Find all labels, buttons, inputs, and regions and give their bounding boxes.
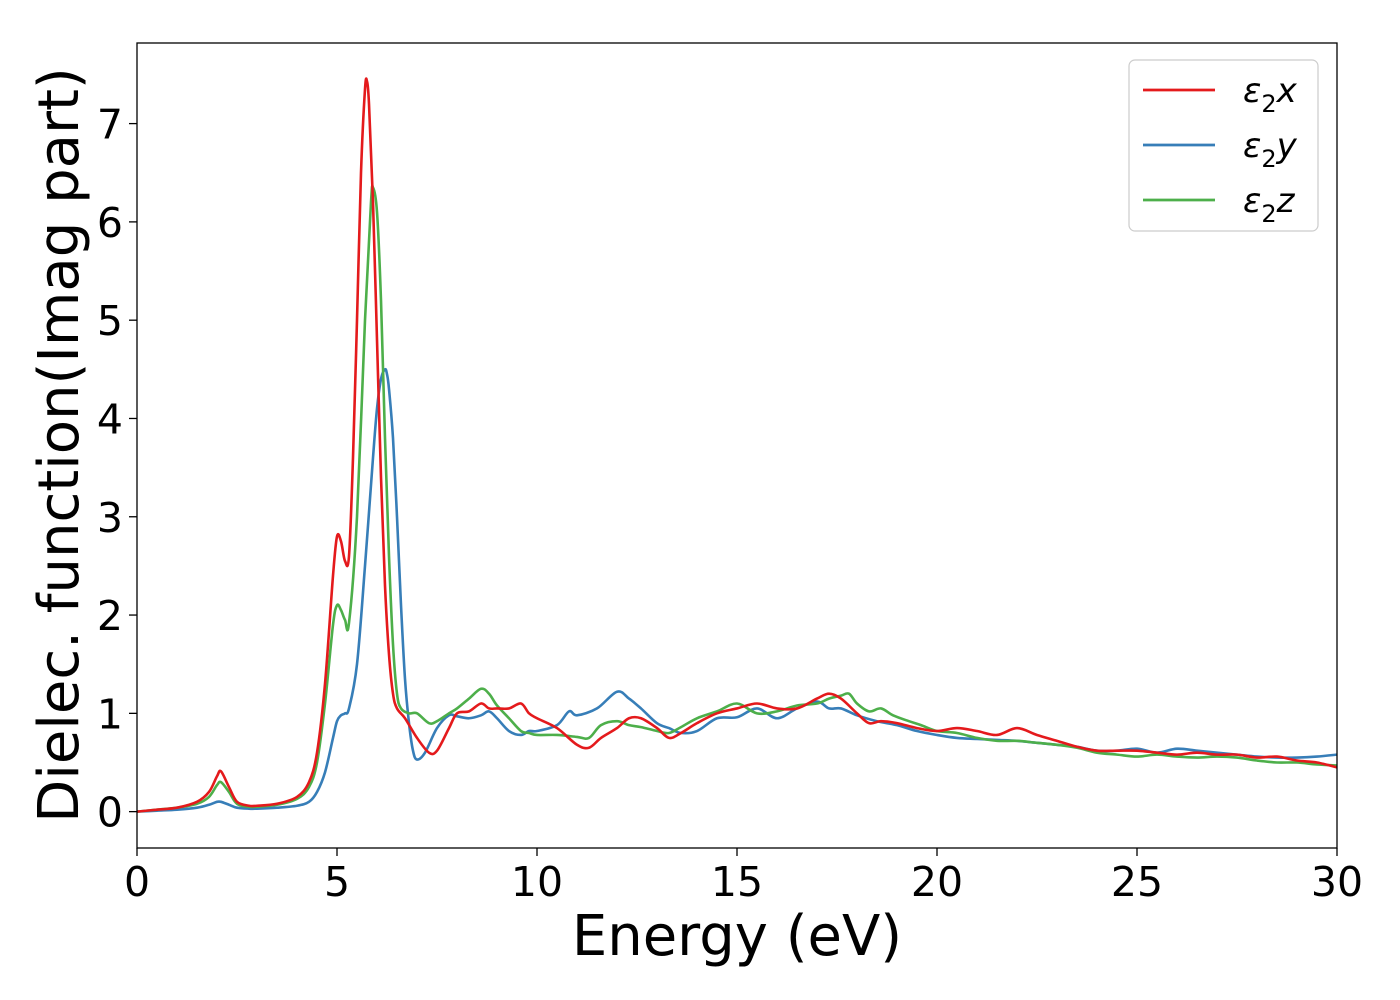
legend-label-suffix: x xyxy=(1276,71,1298,111)
legend-label-subscript: 2 xyxy=(1261,145,1276,173)
x-tick-label: 20 xyxy=(911,858,963,906)
y-tick-label: 4 xyxy=(97,395,123,443)
legend-label-base: ε xyxy=(1243,71,1261,111)
series-line-x xyxy=(137,77,1337,813)
legend-label-suffix: z xyxy=(1276,181,1296,221)
y-tick-label: 1 xyxy=(97,690,123,738)
x-tick-label: 5 xyxy=(324,858,350,906)
y-tick-label: 5 xyxy=(97,297,123,345)
x-axis: 0 5 10 15 20 25 30 xyxy=(124,848,1363,906)
y-axis: 0 1 2 3 4 5 6 7 xyxy=(97,101,137,837)
series-layer xyxy=(137,77,1337,813)
legend-frame xyxy=(1128,59,1319,232)
legend-label-y: ε2y xyxy=(1243,126,1298,173)
legend-label-base: ε xyxy=(1243,181,1261,221)
legend-label-subscript: 2 xyxy=(1261,90,1276,118)
y-axis-label: Dielec. function(Imag part) xyxy=(27,67,92,823)
legend-label-base: ε xyxy=(1243,126,1261,166)
legend-label-z: ε2z xyxy=(1243,181,1296,228)
y-tick-label: 7 xyxy=(97,101,123,149)
y-tick-label: 3 xyxy=(97,494,123,542)
legend-label-subscript: 2 xyxy=(1261,200,1276,228)
legend-label-suffix: y xyxy=(1276,126,1298,166)
y-tick-label: 6 xyxy=(97,199,123,247)
y-tick-label: 0 xyxy=(97,789,123,837)
x-tick-label: 10 xyxy=(511,858,563,906)
series-line-z xyxy=(137,184,1337,813)
x-tick-label: 0 xyxy=(124,858,150,906)
x-tick-label: 25 xyxy=(1111,858,1163,906)
y-tick-label: 2 xyxy=(97,592,123,640)
x-tick-label: 15 xyxy=(711,858,763,906)
x-tick-label: 30 xyxy=(1311,858,1363,906)
legend-label-x: ε2x xyxy=(1243,71,1298,118)
x-axis-label: Energy (eV) xyxy=(572,904,902,969)
